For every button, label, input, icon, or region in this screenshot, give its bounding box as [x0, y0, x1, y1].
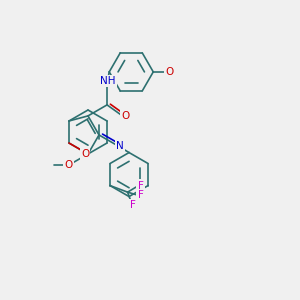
Text: NH: NH [100, 76, 116, 86]
Text: F: F [138, 190, 143, 200]
Text: O: O [165, 67, 173, 77]
Text: O: O [121, 111, 130, 121]
Text: F: F [130, 200, 136, 210]
Text: O: O [81, 149, 89, 159]
Text: O: O [65, 160, 73, 170]
Text: F: F [138, 181, 143, 190]
Text: N: N [116, 141, 124, 151]
